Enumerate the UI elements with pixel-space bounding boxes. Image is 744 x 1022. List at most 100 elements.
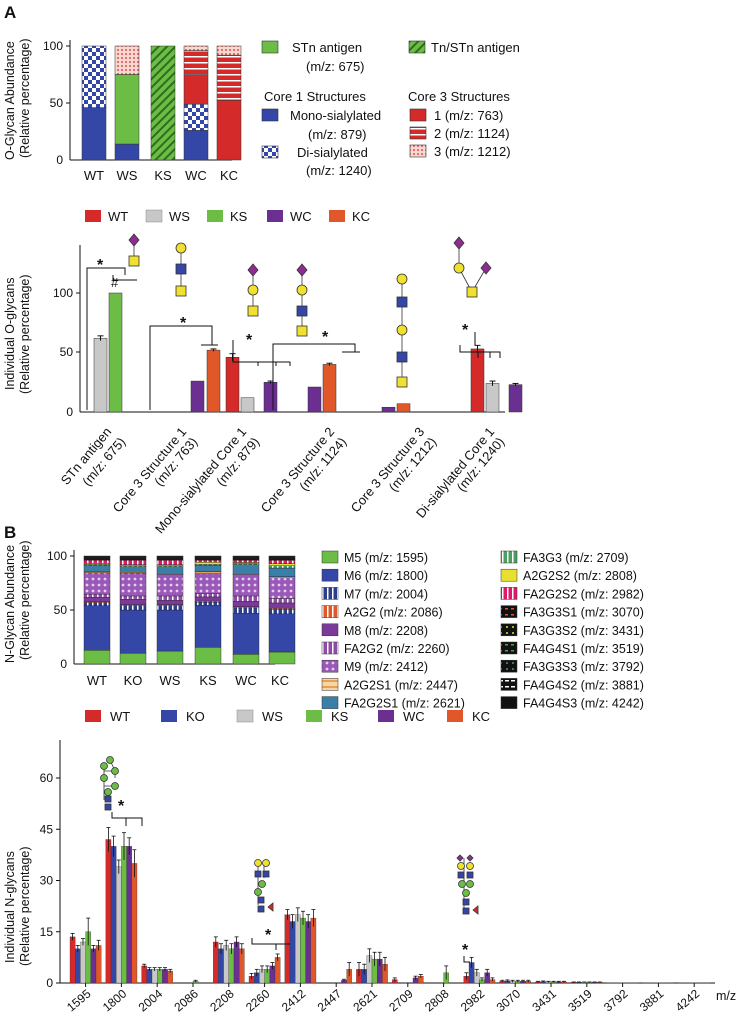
legend-swatch-fa2g2s2 bbox=[500, 587, 518, 600]
b-bottom-ytick: 60 bbox=[40, 771, 54, 785]
b-top-bar-segment bbox=[268, 567, 296, 577]
a-top-bar-segment bbox=[114, 143, 140, 161]
b-bottom-bar bbox=[233, 941, 240, 984]
b-bottom-bar bbox=[141, 965, 147, 984]
legend-label-m7: M7 (m/z: 2004) bbox=[344, 587, 428, 601]
b-bottom-ytick: 45 bbox=[40, 822, 54, 836]
legend-wc: WC bbox=[290, 209, 312, 224]
a-top-bar-segment bbox=[183, 74, 209, 105]
legend-c3-1: 1 (m/z: 763) bbox=[434, 108, 503, 123]
a-bottom-bar bbox=[322, 364, 337, 413]
glycan-icons-a bbox=[128, 233, 492, 388]
a-top-chart: O-Glycan Abundance (Relative percentage)… bbox=[3, 38, 242, 183]
a-top-ytick: 100 bbox=[43, 39, 63, 53]
legend-swatch-fa3g3s2 bbox=[500, 623, 518, 637]
b-top-bar-segment bbox=[194, 571, 222, 575]
glycan-fa2g2-icon bbox=[254, 859, 274, 913]
legend-swatch-fa3g3s1 bbox=[500, 605, 518, 618]
legend-core1-title: Core 1 Structures bbox=[264, 89, 366, 104]
legend-ks: KS bbox=[230, 209, 248, 224]
legend-swatch-ks bbox=[207, 210, 223, 222]
b-top-bar-segment bbox=[156, 574, 184, 597]
a-bottom-bar bbox=[381, 406, 396, 413]
legend-swatch-c3-2 bbox=[409, 126, 427, 140]
a-top-bar-segment bbox=[114, 45, 140, 75]
b-bottom-star: * bbox=[462, 942, 469, 959]
a-top-bar-segment bbox=[81, 45, 107, 108]
a-bottom-bar bbox=[470, 348, 485, 413]
legend-swatch-ws bbox=[145, 209, 163, 223]
b-top-bar-segment bbox=[194, 605, 222, 648]
b-bottom-bar bbox=[151, 969, 158, 984]
a-bottom-bar bbox=[190, 380, 205, 413]
legend-kc: KC bbox=[472, 709, 490, 724]
b-top-bar-segment bbox=[194, 562, 222, 565]
legend-label-fa3g3s1: FA3G3S1 (m/z: 3070) bbox=[523, 606, 644, 620]
b-top-bar-segment bbox=[156, 595, 184, 601]
b-bottom-bar bbox=[116, 866, 122, 984]
a-top-ylabel: O-Glycan Abundance bbox=[3, 41, 17, 160]
b-top-bar-segment bbox=[119, 653, 147, 665]
legend-ko: KO bbox=[186, 709, 205, 724]
a-bottom-ytick: 0 bbox=[66, 405, 73, 419]
b-top-bar-segment bbox=[232, 613, 260, 655]
legend-ks: KS bbox=[331, 709, 349, 724]
legend-c3-2: 2 (m/z: 1124) bbox=[434, 126, 510, 141]
b-top-bar-segment bbox=[156, 650, 184, 665]
a-top-legend: STn antigen (m/z: 675) Tn/STn antigen Co… bbox=[261, 40, 520, 178]
b-bottom-legend: WT KO WS KS WC KC bbox=[85, 709, 490, 724]
b-bottom-xtick: 1595 bbox=[64, 986, 94, 1014]
legend-swatch-wt bbox=[85, 210, 101, 222]
b-top-bar-segment bbox=[83, 593, 111, 598]
b-top-bar-segment bbox=[232, 654, 260, 665]
b-bottom-xtick: 2447 bbox=[315, 986, 345, 1014]
b-bottom-xtick: 2412 bbox=[279, 986, 309, 1014]
a-top-xtick: KS bbox=[154, 168, 172, 183]
legend-swatch-c3-1 bbox=[409, 108, 427, 122]
b-bottom-bar bbox=[121, 846, 127, 984]
legend-swatch-kc bbox=[329, 210, 345, 222]
b-top-bar-segment bbox=[268, 560, 296, 564]
b-bottom-xtick: 2086 bbox=[171, 986, 201, 1014]
legend-swatch-a2g2s1 bbox=[321, 678, 339, 691]
legend-label-fa2g2s1: FA2G2S1 (m/z: 2621) bbox=[344, 697, 465, 711]
b-bottom-star: * bbox=[118, 798, 125, 815]
panel-a-label: A bbox=[4, 3, 16, 22]
b-top-bar-segment bbox=[156, 609, 184, 652]
b-top-bar-segment bbox=[119, 566, 147, 573]
a-bottom-star: * bbox=[246, 332, 253, 349]
legend-label-m9: M9 (m/z: 2412) bbox=[344, 660, 428, 674]
a-bottom-bar bbox=[396, 403, 411, 413]
legend-swatch-fa3g3 bbox=[500, 550, 518, 564]
legend-swatch-a2g2s2 bbox=[500, 568, 518, 582]
glycan-core3-1-icon bbox=[175, 242, 187, 297]
legend-swatch-ws bbox=[236, 709, 254, 723]
a-top-bar-segment bbox=[183, 130, 209, 161]
b-top-bar-segment bbox=[232, 574, 260, 597]
legend-ws: WS bbox=[262, 709, 283, 724]
b-top-bar-segment bbox=[268, 602, 296, 609]
b-top-ytick: 0 bbox=[60, 657, 67, 671]
b-top-bar-segment bbox=[194, 596, 222, 602]
legend-swatch-m7 bbox=[321, 587, 339, 600]
legend-label-m6: M6 (m/z: 1800) bbox=[344, 569, 428, 583]
b-top-bar-segment bbox=[119, 555, 147, 557]
legend-label-fa2g2: FA2G2 (m/z: 2260) bbox=[344, 642, 450, 656]
legend-stn-label: STn antigen bbox=[292, 40, 362, 55]
b-bottom-bar bbox=[126, 846, 132, 984]
a-bottom-bar bbox=[485, 383, 500, 413]
b-top-bar-segment bbox=[268, 565, 296, 569]
legend-di-label: Di-sialylated bbox=[297, 145, 368, 160]
panel-b-label: B bbox=[4, 523, 16, 542]
b-top-bar-segment bbox=[194, 573, 222, 594]
legend-wc: WC bbox=[403, 709, 425, 724]
b-top-bar-segment bbox=[194, 601, 222, 606]
b-bottom-ylabel2: (Relative percentage) bbox=[18, 846, 32, 966]
b-bottom-xlabel: m/z bbox=[716, 989, 736, 1003]
b-top-bar-segment bbox=[119, 605, 147, 611]
b-bottom-bar bbox=[146, 969, 153, 984]
b-bottom-ytick: 15 bbox=[40, 925, 54, 939]
b-top-bar-segment bbox=[232, 560, 260, 563]
a-top-ytick: 0 bbox=[56, 153, 63, 167]
